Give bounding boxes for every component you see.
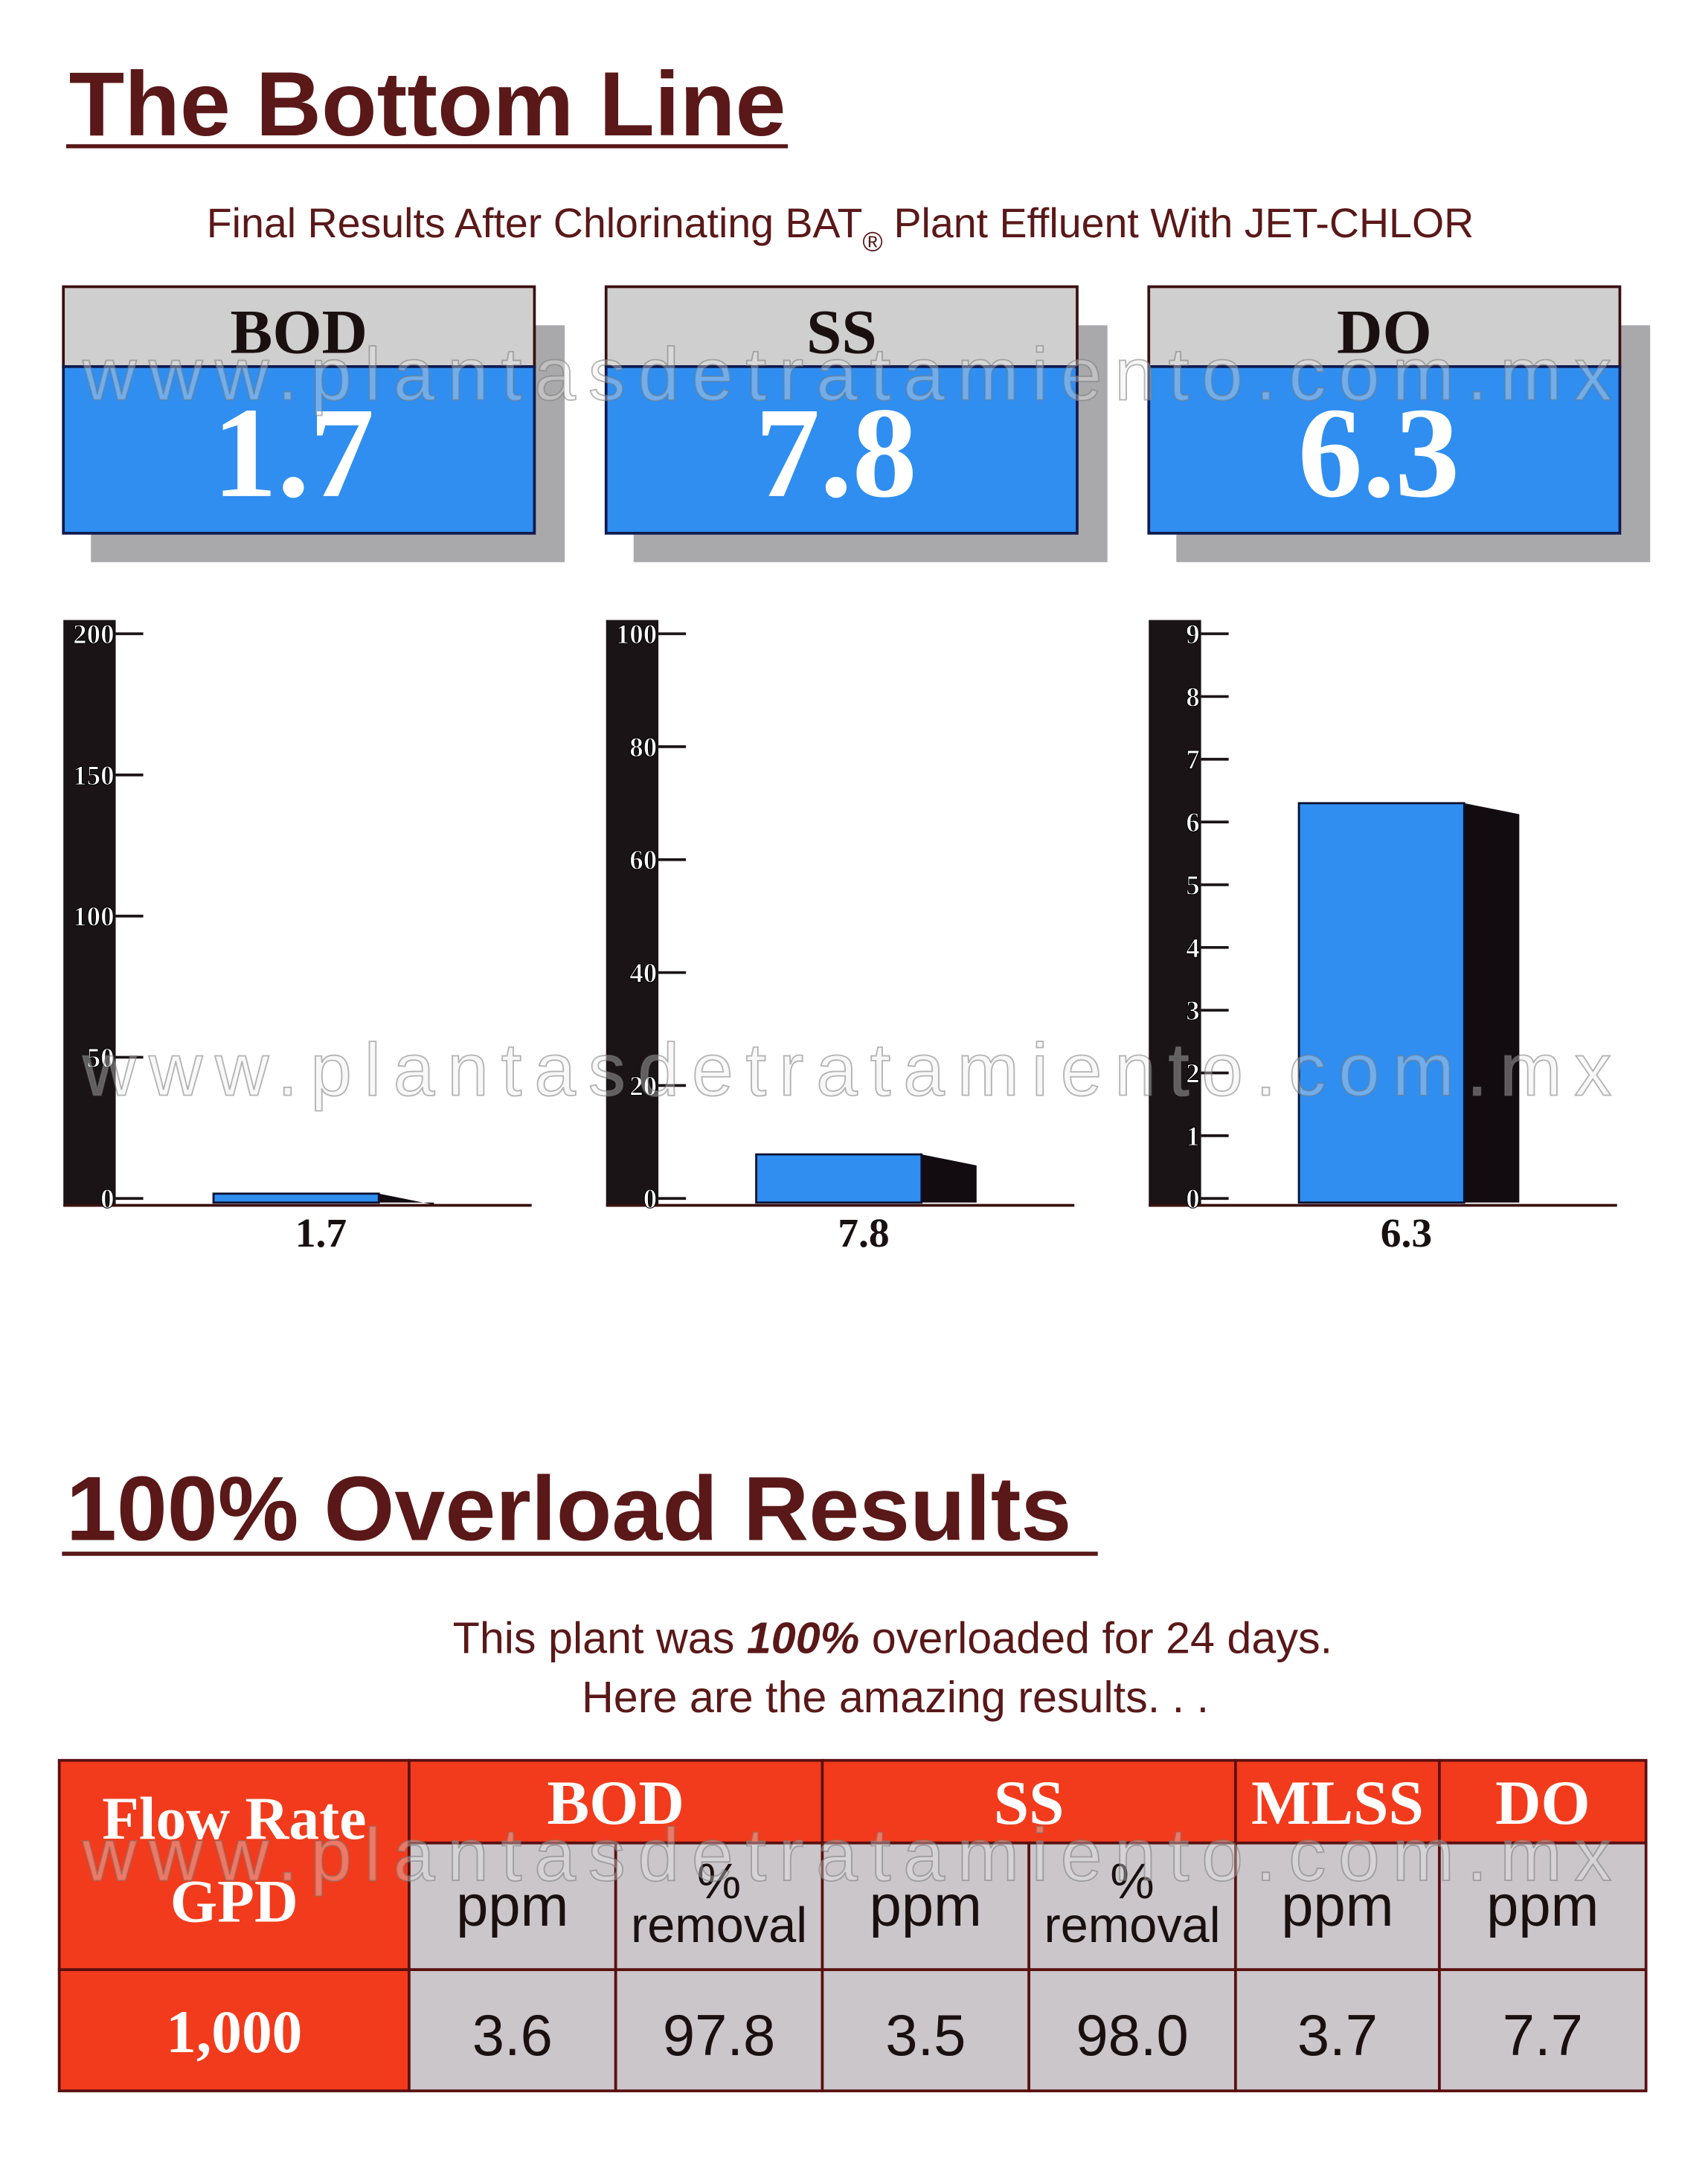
table-group-text: SS: [994, 1768, 1065, 1838]
table-subhead-text: removal: [1044, 1898, 1221, 1953]
subtitle-mark: ®: [862, 225, 882, 257]
y-tick-label: 50: [87, 1043, 115, 1073]
table-group-text: BOD: [547, 1768, 684, 1838]
y-tick-label: 20: [629, 1071, 657, 1102]
card-value: 7.8: [755, 381, 917, 524]
axis-bar: [1149, 620, 1201, 1207]
intro-part: This plant was: [453, 1613, 747, 1662]
y-tick-label: 3: [1186, 996, 1200, 1026]
bar-side: [921, 1154, 977, 1203]
card-label: BOD: [231, 297, 368, 367]
y-tick-label: 200: [73, 620, 115, 650]
table-head-text: Flow Rate: [102, 1784, 366, 1852]
y-tick-label: 60: [629, 846, 657, 876]
watermark: www.plantasdetratamiento.com.mx: [82, 332, 1611, 416]
y-tick-label: 0: [643, 1184, 658, 1215]
table-group-cell: [1438, 1758, 1648, 1845]
table-cell: [1438, 1968, 1648, 2092]
intro-line: Here are the amazing results. . .: [582, 1672, 1209, 1722]
y-tick-label: 8: [1186, 682, 1200, 713]
table-cell-text: 7.7: [1503, 2004, 1583, 2068]
table-cell-text: 3.6: [472, 2004, 553, 2068]
table-subhead-text: removal: [631, 1898, 807, 1953]
table-subhead-text: ppm: [1486, 1874, 1599, 1938]
table-cell-text: 3.5: [885, 2004, 966, 2068]
card-body: [1147, 365, 1622, 535]
table-group-text: MLSS: [1251, 1768, 1424, 1838]
table-subhead-cell: [1027, 1841, 1237, 1971]
y-tick-label: 9: [1186, 620, 1200, 650]
y-tick-label: 0: [100, 1184, 115, 1215]
table-subhead-text: %: [697, 1854, 741, 1909]
y-tick-label: 6: [1186, 808, 1200, 838]
table-cell: [821, 1968, 1031, 2092]
table-head-cell: [57, 1758, 411, 1971]
y-tick-label: 4: [1186, 933, 1200, 964]
table-group-text: DO: [1495, 1768, 1590, 1838]
intro-emphasis: 100%: [747, 1613, 860, 1662]
table-subhead-text: %: [1110, 1854, 1154, 1909]
table-subhead-cell: [1438, 1841, 1648, 1971]
card-value: 6.3: [1298, 381, 1460, 524]
bar-side: [1464, 803, 1520, 1203]
table-cell: [408, 1968, 617, 2092]
y-tick-label: 100: [616, 620, 658, 650]
bar: [1297, 802, 1465, 1204]
table-cell: [1234, 1968, 1441, 2092]
table-subhead-text: ppm: [870, 1874, 982, 1938]
table-group-cell: [821, 1758, 1237, 1845]
card-header: [62, 285, 536, 368]
table-subhead-text: ppm: [1281, 1874, 1393, 1938]
watermark: www.plantasdetratamiento.com.mx: [82, 1028, 1611, 1111]
card-body: [604, 365, 1079, 535]
table-subhead-text: ppm: [456, 1874, 568, 1938]
subtitle-part: Plant Effluent With JET-CHLOR: [893, 200, 1474, 246]
subtitle: Final Results After Chlorinating BAT® Pla…: [207, 200, 1474, 257]
table-cell-text: 97.8: [663, 2004, 775, 2068]
watermark: www.plantasdetratamiento.com.mx: [82, 1813, 1611, 1897]
card-body: [62, 365, 536, 535]
y-tick-label: 5: [1186, 870, 1200, 901]
y-tick-label: 150: [73, 761, 115, 791]
table-head-text: GPD: [170, 1867, 298, 1935]
subtitle-part: Final Results After Chlorinating BAT: [207, 200, 863, 246]
title: The Bottom Line: [69, 53, 786, 155]
table-cell: [57, 1968, 411, 2092]
bar: [755, 1153, 923, 1204]
table-cell-text: 98.0: [1076, 2004, 1188, 2068]
axis-bar: [606, 620, 659, 1207]
y-tick-label: 1: [1186, 1122, 1200, 1152]
y-tick-label: 100: [73, 902, 115, 933]
axis-bar: [63, 620, 116, 1207]
y-tick-label: 80: [629, 733, 657, 763]
bar: [212, 1192, 380, 1204]
section-title: 100% Overload Results: [66, 1457, 1071, 1559]
table-cell: [614, 1968, 824, 2092]
y-tick-label: 2: [1186, 1058, 1200, 1089]
card-label: DO: [1337, 297, 1432, 367]
table-subhead-cell: [614, 1841, 824, 1971]
y-tick-label: 0: [1186, 1184, 1200, 1215]
y-tick-label: 40: [629, 959, 657, 989]
table-cell-text: 1,000: [166, 1998, 302, 2066]
intro-part: overloaded for 24 days.: [859, 1613, 1332, 1662]
bar-side: [379, 1193, 434, 1205]
card-header: [604, 285, 1079, 368]
value-label: 1.7: [295, 1211, 347, 1256]
intro-line: This plant was 100% overloaded for 24 da…: [453, 1613, 1332, 1662]
y-tick-label: 7: [1186, 745, 1200, 776]
card-value: 1.7: [213, 381, 375, 524]
card-label: SS: [806, 297, 877, 367]
value-label: 6.3: [1381, 1211, 1432, 1256]
value-label: 7.8: [838, 1211, 889, 1256]
table-cell-text: 3.7: [1297, 2004, 1378, 2068]
